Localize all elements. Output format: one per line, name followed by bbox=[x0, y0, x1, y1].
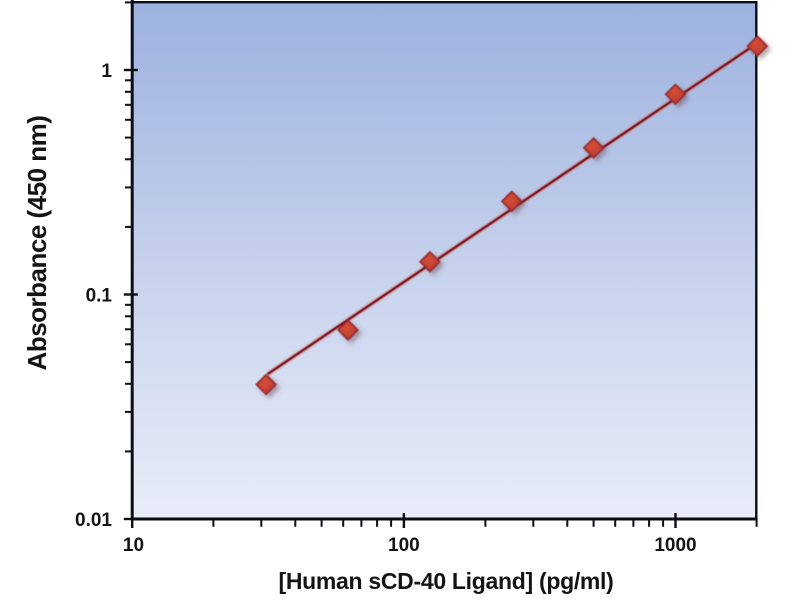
svg-text:[Human sCD-40 Ligand] (pg/ml): [Human sCD-40 Ligand] (pg/ml) bbox=[278, 568, 613, 594]
svg-text:1000: 1000 bbox=[654, 535, 696, 556]
svg-text:1: 1 bbox=[101, 61, 112, 82]
svg-text:100: 100 bbox=[388, 535, 420, 556]
svg-text:Absorbance (450 nm): Absorbance (450 nm) bbox=[22, 116, 52, 371]
svg-text:0.1: 0.1 bbox=[86, 285, 113, 306]
svg-text:0.01: 0.01 bbox=[75, 510, 112, 531]
svg-text:10: 10 bbox=[123, 535, 144, 556]
